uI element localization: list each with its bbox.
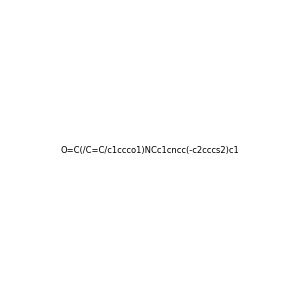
- Text: O=C(/C=C/c1ccco1)NCc1cncc(-c2cccs2)c1: O=C(/C=C/c1ccco1)NCc1cncc(-c2cccs2)c1: [61, 146, 239, 154]
